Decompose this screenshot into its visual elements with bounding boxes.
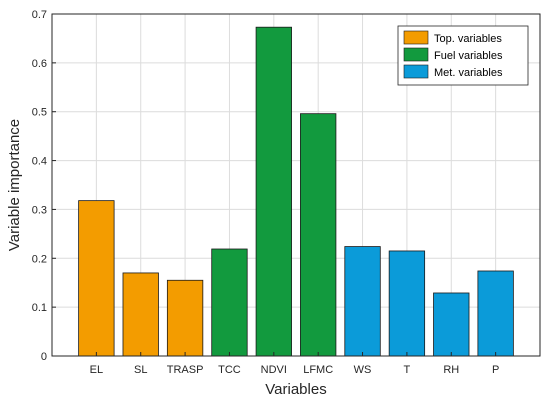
y-axis-title: Variable importance	[6, 119, 23, 251]
bar-tcc	[211, 248, 248, 357]
y-tick-label: 0.5	[32, 107, 47, 119]
x-tick-label: T	[404, 364, 411, 376]
x-tick-label: NDVI	[261, 364, 287, 376]
y-tick-label: 0.2	[32, 253, 47, 265]
legend-swatch	[403, 47, 429, 62]
bar-el	[78, 200, 115, 357]
bar-ws	[344, 246, 381, 357]
x-axis-title: Variables	[265, 381, 326, 398]
bar-rh	[433, 292, 470, 357]
legend-swatch	[403, 30, 429, 45]
y-tick-label: 0.3	[32, 204, 47, 216]
x-tick-label: EL	[90, 364, 103, 376]
bar-trasp	[166, 279, 204, 357]
legend-label: Met. variables	[434, 67, 503, 79]
y-tick-label: 0.1	[32, 302, 47, 314]
legend-swatch	[403, 64, 429, 79]
y-tick-label: 0.4	[32, 156, 47, 168]
legend-label: Top. variables	[434, 33, 502, 45]
bars	[78, 26, 514, 357]
bar-lfmc	[300, 113, 337, 357]
x-tick-label: RH	[443, 364, 459, 376]
plot-frame	[51, 13, 541, 357]
y-axis: 0 0.1 0.2 0.3 0.4 0.5 0.6 0.7	[32, 9, 56, 363]
x-tick-label: WS	[354, 364, 372, 376]
y-tick-label: 0	[41, 351, 47, 363]
bar-p	[477, 270, 514, 357]
x-tick-label: TCC	[218, 364, 241, 376]
x-tick-label: SL	[134, 364, 147, 376]
bar-sl	[122, 272, 159, 357]
x-tick-label: P	[492, 364, 499, 376]
bar-t	[388, 250, 426, 357]
y-tick-label: 0.7	[32, 9, 47, 21]
legend: Top. variables Fuel variables Met. variabl…	[397, 25, 529, 86]
bar-ndvi	[255, 26, 292, 357]
x-axis: EL SL TRASP TCC NDVI LFMC WS T RH P	[90, 352, 499, 376]
x-tick-label: TRASP	[167, 364, 204, 376]
x-tick-label: LFMC	[303, 364, 333, 376]
legend-label: Fuel variables	[434, 50, 503, 62]
y-tick-label: 0.6	[32, 58, 47, 70]
